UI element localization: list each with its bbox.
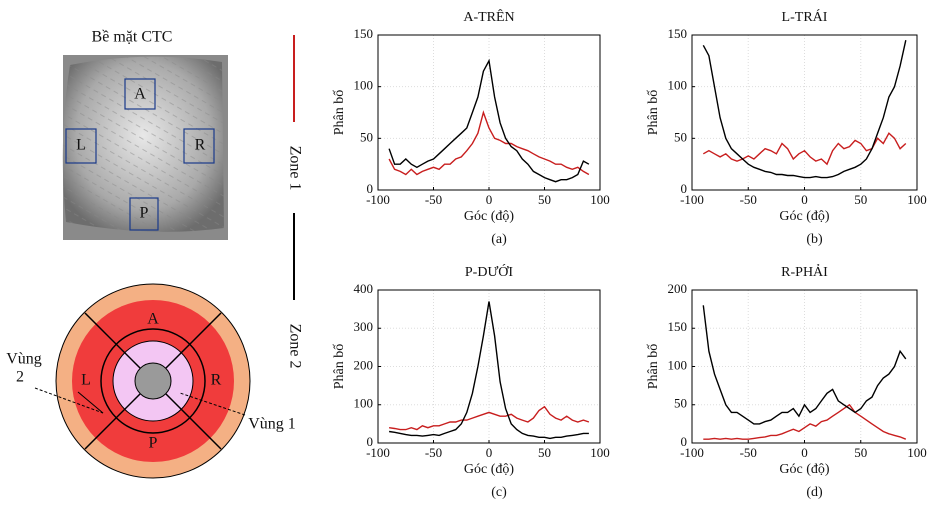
x-tick-label: -50 xyxy=(740,192,757,207)
x-tick-label: -100 xyxy=(366,445,390,460)
region-box xyxy=(183,128,215,164)
series-line xyxy=(388,58,590,183)
caption: (c) xyxy=(491,485,507,500)
x-tick-label: 100 xyxy=(590,192,610,207)
x-axis-label: Góc (độ) xyxy=(464,209,514,224)
y-tick-label: 400 xyxy=(354,281,374,296)
pointer xyxy=(34,387,104,414)
x-axis-label: Góc (độ) xyxy=(779,462,829,477)
x-tick-label: -100 xyxy=(366,192,390,207)
series-line xyxy=(703,403,907,440)
y-tick-label: 0 xyxy=(681,181,688,196)
series-line xyxy=(388,405,590,431)
x-tick-label: 100 xyxy=(907,445,927,460)
region-label: L xyxy=(76,137,86,154)
y-tick-label: 200 xyxy=(668,281,688,296)
legend-label: Zone 1 xyxy=(286,146,303,191)
x-axis-label: Góc (độ) xyxy=(779,209,829,224)
y-axis-label: Phân bố xyxy=(646,90,661,136)
zone1-label: Vùng 1 xyxy=(248,416,296,433)
chart-title: L-TRÁI xyxy=(782,8,828,25)
plot-frame xyxy=(691,289,918,444)
y-tick-label: 50 xyxy=(674,129,687,144)
x-tick-label: 50 xyxy=(538,445,551,460)
y-tick-label: 50 xyxy=(360,129,373,144)
x-tick-label: 0 xyxy=(801,192,808,207)
x-tick-label: 50 xyxy=(854,192,867,207)
x-tick-label: 0 xyxy=(486,445,493,460)
y-tick-label: 100 xyxy=(668,78,688,93)
ring-divider xyxy=(165,393,222,450)
y-tick-label: 150 xyxy=(668,26,688,41)
y-tick-label: 200 xyxy=(354,357,374,372)
region-box xyxy=(124,78,156,110)
series-line xyxy=(388,110,590,176)
caption: (d) xyxy=(806,485,823,500)
x-axis-label: Góc (độ) xyxy=(464,462,514,477)
ring-label: L xyxy=(81,372,91,389)
y-tick-label: 100 xyxy=(668,357,688,372)
y-tick-label: 300 xyxy=(354,319,374,334)
plot-frame xyxy=(691,34,918,191)
y-tick-label: 0 xyxy=(681,434,688,449)
x-tick-label: -100 xyxy=(680,445,704,460)
plot-frame xyxy=(377,289,601,444)
ring-divider xyxy=(84,312,141,369)
series-line xyxy=(702,305,907,425)
pointer xyxy=(77,391,104,414)
ring-divider xyxy=(165,312,222,369)
series-line xyxy=(702,40,907,179)
x-tick-label: 0 xyxy=(801,445,808,460)
y-tick-label: 100 xyxy=(354,396,374,411)
plot-frame xyxy=(377,34,601,191)
x-tick-label: 0 xyxy=(486,192,493,207)
x-tick-label: 100 xyxy=(907,192,927,207)
x-tick-label: 100 xyxy=(590,445,610,460)
ring-border xyxy=(100,328,206,434)
ring-label: R xyxy=(211,372,222,389)
x-tick-label: 50 xyxy=(854,445,867,460)
y-tick-label: 150 xyxy=(354,26,374,41)
x-tick-label: -50 xyxy=(740,445,757,460)
chart-title: A-TRÊN xyxy=(463,8,514,25)
ring-core xyxy=(134,362,172,400)
y-axis-label: Phân bố xyxy=(332,90,347,136)
y-axis-label: Phân bố xyxy=(332,344,347,390)
chart-title: P-DƯỚI xyxy=(465,263,514,280)
ring-label: A xyxy=(147,311,159,328)
region-label: R xyxy=(195,137,206,154)
zone2-label: Vùng xyxy=(6,351,42,368)
chart-title: R-PHẢI xyxy=(781,263,828,280)
legend-label: Zone 2 xyxy=(286,324,303,369)
y-tick-label: 0 xyxy=(367,434,374,449)
y-tick-label: 100 xyxy=(354,78,374,93)
x-tick-label: 50 xyxy=(538,192,551,207)
caption: (a) xyxy=(491,232,507,247)
y-tick-label: 0 xyxy=(367,181,374,196)
x-tick-label: -100 xyxy=(680,192,704,207)
x-tick-label: -50 xyxy=(425,192,442,207)
y-tick-label: 150 xyxy=(668,319,688,334)
region-box xyxy=(129,197,159,231)
ring-label: P xyxy=(149,435,158,452)
surface-texture xyxy=(62,56,224,232)
ring-divider xyxy=(84,393,141,450)
region-label: A xyxy=(134,86,146,103)
series-line xyxy=(388,301,589,440)
y-axis-label: Phân bố xyxy=(646,344,661,390)
caption: (b) xyxy=(806,232,823,247)
region-box xyxy=(65,128,97,164)
y-tick-label: 50 xyxy=(674,396,687,411)
pointer xyxy=(179,392,246,416)
surface-title: Bề mặt CTC xyxy=(92,29,173,46)
region-label: P xyxy=(140,205,149,222)
x-tick-label: -50 xyxy=(425,445,442,460)
zone2-label: 2 xyxy=(16,369,24,386)
